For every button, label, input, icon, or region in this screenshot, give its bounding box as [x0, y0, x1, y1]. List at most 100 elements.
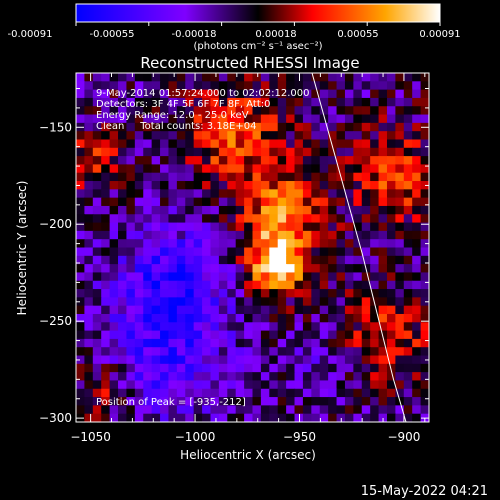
heatmap-cell [353, 297, 363, 307]
heatmap-cell [403, 230, 413, 240]
heatmap-cell [185, 313, 195, 323]
heatmap-cell [286, 347, 296, 357]
heatmap-cell [202, 239, 212, 249]
heatmap-cell [168, 106, 178, 116]
heatmap-cell [126, 413, 136, 422]
heatmap-cell [294, 147, 304, 157]
heatmap-cell [76, 139, 85, 149]
heatmap-cell [286, 247, 296, 257]
heatmap-cell [386, 222, 396, 232]
heatmap-cell [92, 272, 102, 282]
heatmap-cell [319, 388, 329, 398]
heatmap-cell [244, 205, 254, 215]
heatmap-cell [353, 230, 363, 240]
heatmap-cell [361, 313, 371, 323]
heatmap-cell [386, 214, 396, 224]
heatmap-cell [244, 181, 254, 190]
x-tick-label: −1000 [175, 430, 216, 444]
heatmap-cell [311, 413, 321, 422]
heatmap-cell [227, 205, 237, 215]
heatmap-cell [344, 347, 354, 357]
heatmap-cell [252, 156, 262, 166]
heatmap-cell [412, 363, 422, 373]
heatmap-cell [302, 413, 312, 422]
heatmap-cell [420, 214, 429, 224]
heatmap-cell [235, 355, 245, 365]
heatmap-cell [218, 338, 228, 348]
heatmap-cell [160, 305, 170, 315]
heatmap-cell [244, 172, 254, 182]
heatmap-cell [143, 89, 153, 99]
heatmap-cell [395, 97, 405, 107]
heatmap-cell [395, 222, 405, 232]
heatmap-cell [344, 197, 354, 207]
heatmap-cell [378, 322, 388, 332]
heatmap-cell [395, 264, 405, 274]
heatmap-cell [109, 239, 119, 249]
heatmap-cell [235, 89, 245, 99]
heatmap-cell [344, 156, 354, 166]
heatmap-cell [286, 147, 296, 157]
heatmap-cell [311, 338, 321, 348]
heatmap-cell [361, 272, 371, 282]
heatmap-cell [134, 131, 144, 141]
heatmap-cell [235, 397, 245, 406]
heatmap-cell [101, 313, 111, 323]
heatmap-cell [134, 230, 144, 240]
heatmap-cell [84, 189, 94, 199]
heatmap-cell [277, 255, 287, 265]
heatmap-cell [252, 164, 262, 174]
heatmap-cell [344, 338, 354, 348]
heatmap-cell [353, 247, 363, 257]
heatmap-cell [403, 239, 413, 249]
heatmap-cell [176, 388, 186, 398]
heatmap-cell [311, 272, 321, 282]
heatmap-cell [277, 413, 287, 422]
heatmap-cell [84, 122, 94, 132]
heatmap-cell [260, 305, 270, 315]
heatmap-cell [84, 156, 94, 166]
heatmap-cell [294, 264, 304, 274]
heatmap-cell [160, 89, 170, 99]
heatmap-cell [412, 230, 422, 240]
heatmap-cell [412, 372, 422, 382]
heatmap-cell [151, 131, 161, 141]
heatmap-cell [412, 272, 422, 282]
heatmap-cell [109, 264, 119, 274]
heatmap-cell [420, 139, 429, 149]
heatmap-cell [302, 131, 312, 141]
heatmap-cell [302, 230, 312, 240]
heatmap-cell [336, 197, 346, 207]
heatmap-cell [244, 97, 254, 107]
heatmap-cell [286, 197, 296, 207]
heatmap-cell [311, 380, 321, 390]
heatmap-cell [420, 222, 429, 232]
y-axis-label: Heliocentric Y (arcsec) [15, 181, 29, 316]
heatmap-cell [185, 338, 195, 348]
heatmap-cell [151, 363, 161, 373]
heatmap-cell [193, 214, 203, 224]
heatmap-cell [412, 114, 422, 124]
heatmap-cell [328, 89, 338, 99]
heatmap-cell [302, 73, 312, 82]
heatmap-cell [260, 181, 270, 190]
heatmap-cell [76, 73, 85, 82]
heatmap-cell [218, 372, 228, 382]
heatmap-cell [92, 289, 102, 298]
heatmap-cell [353, 413, 363, 422]
heatmap-cell [260, 355, 270, 365]
heatmap-cell [109, 289, 119, 298]
heatmap-cell [244, 397, 254, 406]
heatmap-cell [160, 81, 170, 91]
heatmap-cell [395, 156, 405, 166]
heatmap-cell [386, 197, 396, 207]
heatmap-cell [235, 197, 245, 207]
heatmap-cell [210, 205, 220, 215]
y-tick-label: −300 [39, 411, 72, 425]
heatmap-cell [403, 264, 413, 274]
heatmap-cell [403, 247, 413, 257]
heatmap-cell [353, 139, 363, 149]
heatmap-cell [370, 330, 380, 340]
heatmap-cell [84, 413, 94, 422]
heatmap-cell [294, 164, 304, 174]
